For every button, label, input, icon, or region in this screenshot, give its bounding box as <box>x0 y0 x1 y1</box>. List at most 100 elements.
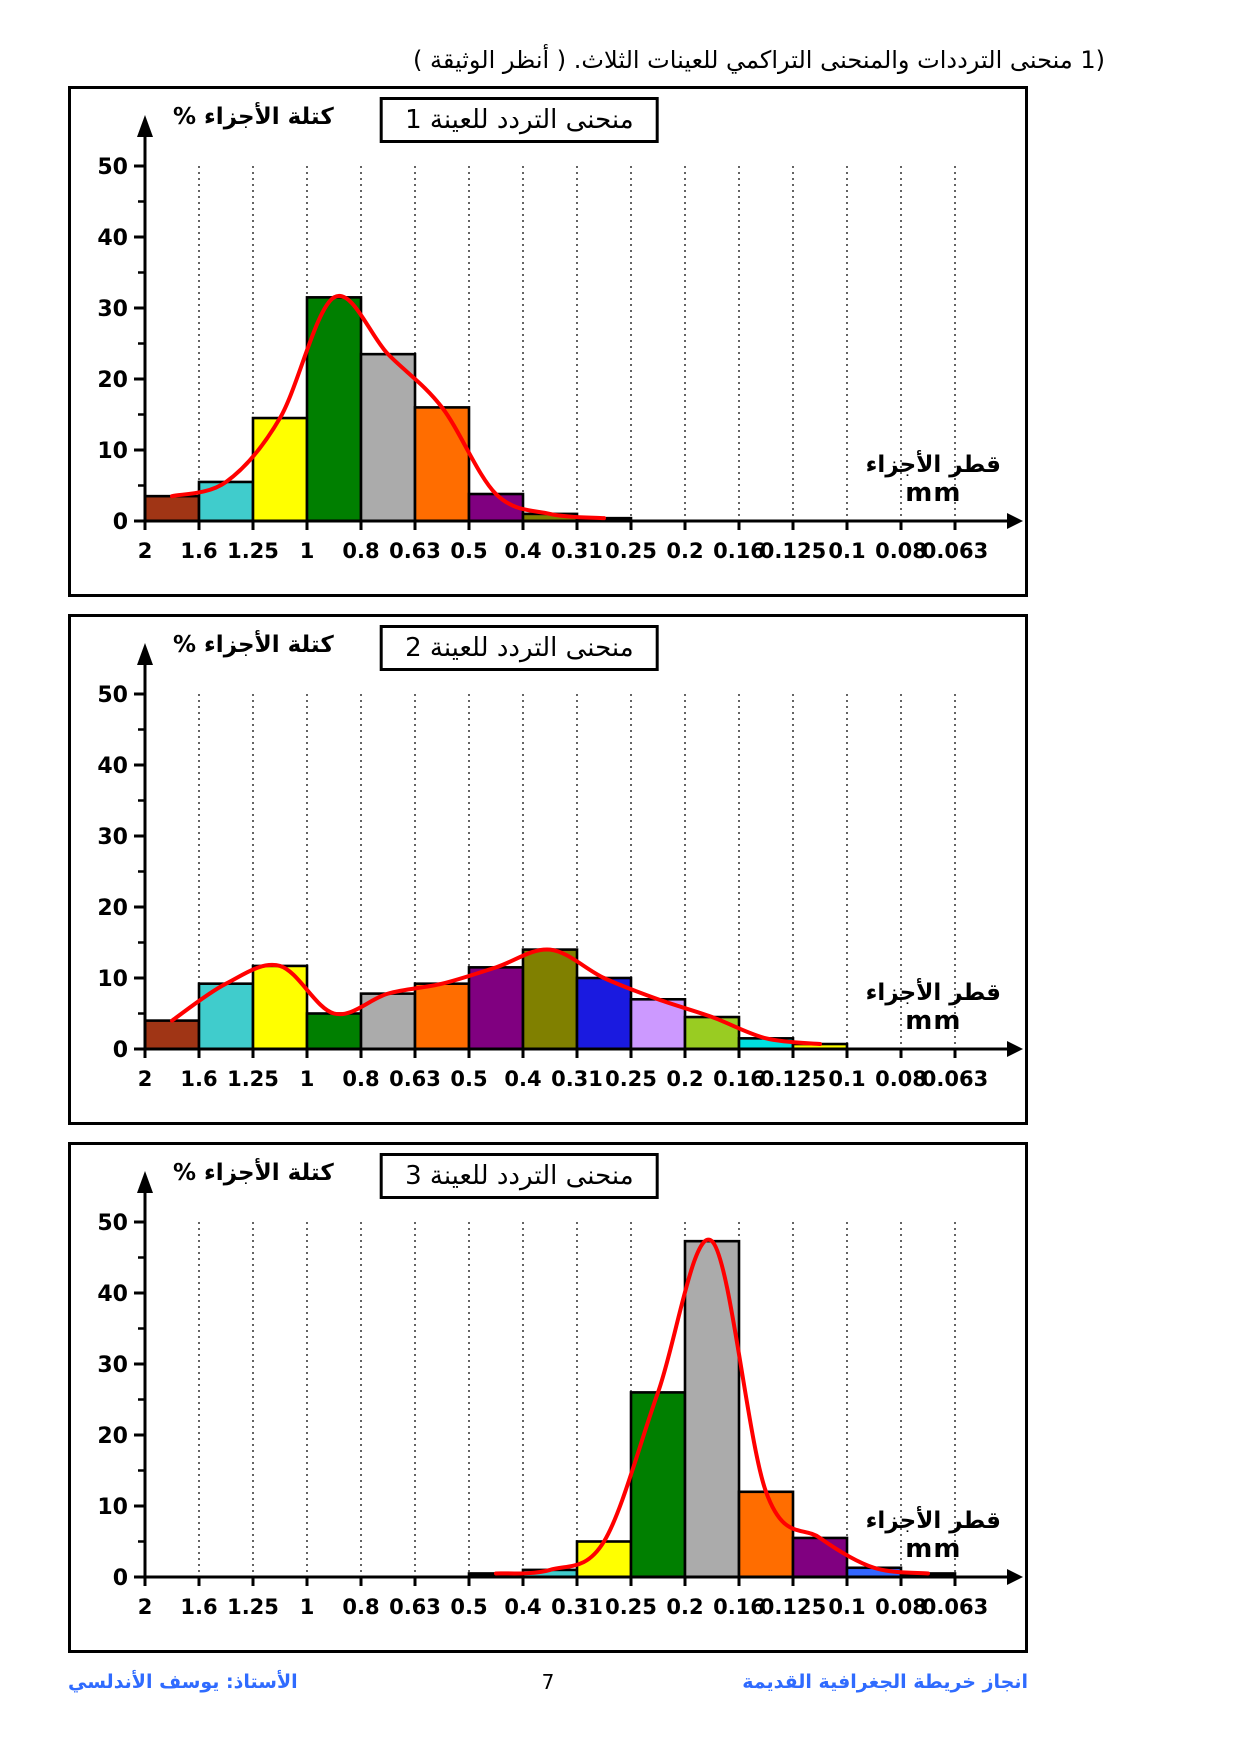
x-tick-label: 0.63 <box>389 1067 441 1091</box>
y-tick-label: 40 <box>97 754 128 779</box>
footer-author-text: الأستاذ: يوسف الأندلسي <box>68 1671 298 1693</box>
y-axis-arrow-icon <box>137 115 153 137</box>
y-axis-title: كتلة الأجزاء % <box>173 1160 334 1186</box>
y-tick-label: 40 <box>97 226 128 251</box>
x-tick-label: 2 <box>138 1595 153 1619</box>
histogram-bar <box>143 1019 201 1051</box>
x-tick-label: 1.6 <box>180 1067 217 1091</box>
y-tick-label: 20 <box>97 368 128 393</box>
x-tick-label: 0.31 <box>551 1067 603 1091</box>
x-tick-label: 0.125 <box>760 539 826 563</box>
x-tick-label: 0.1 <box>828 1067 865 1091</box>
histogram-bar <box>251 416 309 523</box>
y-tick-label: 40 <box>97 1282 128 1307</box>
y-tick-label: 30 <box>97 297 128 322</box>
y-axis-arrow-icon <box>137 1171 153 1193</box>
histogram-bar <box>197 480 255 523</box>
x-tick-label: 0.1 <box>828 539 865 563</box>
x-tick-label: 0.125 <box>760 1595 826 1619</box>
y-tick-label: 10 <box>97 1495 128 1520</box>
histogram-bar <box>791 1536 849 1579</box>
x-tick-label: 1.25 <box>227 1595 279 1619</box>
y-tick-label: 20 <box>97 1424 128 1449</box>
x-tick-label: 1 <box>300 539 315 563</box>
x-tick-label: 1 <box>300 1595 315 1619</box>
footer-lesson-text: انجاز خريطة الجغرافية القديمة <box>742 1671 1028 1693</box>
x-tick-label: 0.16 <box>713 539 765 563</box>
x-tick-label: 1 <box>300 1067 315 1091</box>
histogram-bar <box>359 352 417 523</box>
histogram-bars <box>467 1239 957 1579</box>
curve-group <box>170 947 822 1047</box>
x-tick-label: 0.125 <box>760 1067 826 1091</box>
x-tick-label: 0.2 <box>666 539 703 563</box>
histogram-bars <box>143 296 633 523</box>
x-axis-title-unit: mm <box>905 1006 962 1036</box>
y-axis-arrow-icon <box>137 643 153 665</box>
x-tick-label: 2 <box>138 1067 153 1091</box>
y-axis-title: كتلة الأجزاء % <box>173 632 334 658</box>
x-tick-label: 0.4 <box>504 1067 541 1091</box>
x-tick-label: 1.6 <box>180 1595 217 1619</box>
x-tick-label: 0.5 <box>450 1067 487 1091</box>
x-tick-label: 0.2 <box>666 1067 703 1091</box>
x-tick-label: 0.08 <box>875 1595 927 1619</box>
frequency-curve <box>170 293 606 521</box>
y-tick-label: 0 <box>113 510 128 535</box>
x-axis-title-arabic: قطر الأجزاء <box>865 980 1001 1006</box>
curve-group <box>170 293 606 521</box>
y-tick-label: 10 <box>97 439 128 464</box>
page-title-number: 1) <box>1080 46 1105 74</box>
histogram-bar <box>683 1015 741 1051</box>
chart-title: منحنى التردد للعينة 1 <box>380 97 659 143</box>
x-tick-label: 0.8 <box>342 539 379 563</box>
x-tick-label: 0.5 <box>450 1595 487 1619</box>
x-axis-title-unit: mm <box>905 1534 962 1564</box>
page-title: 1) منحنى الترددات والمنحنى التراكمي للعي… <box>0 0 1240 86</box>
gridlines <box>198 1222 956 1576</box>
chart-title: منحنى التردد للعينة 2 <box>380 625 659 671</box>
page-footer: الأستاذ: يوسف الأندلسي 7 انجاز خريطة الج… <box>68 1670 1028 1694</box>
x-tick-label: 0.8 <box>342 1595 379 1619</box>
x-tick-label: 0.4 <box>504 539 541 563</box>
histogram-bar <box>305 1012 363 1051</box>
x-axis-arrow-icon <box>1007 1041 1023 1057</box>
x-tick-label: 0.2 <box>666 1595 703 1619</box>
y-tick-label: 50 <box>97 1211 128 1236</box>
sample-1-frequency-chart: 0 10 20 30 40 50 2 1.6 1.25 1 0.8 0.63 0.5 0.4 0.31 0.2… <box>68 86 1028 597</box>
histogram-bar <box>143 494 201 523</box>
sample-2-frequency-chart: 0 10 20 30 40 50 2 1.6 1.25 1 0.8 0.63 0.5 0.4 0.31 0.2… <box>68 614 1028 1125</box>
y-tick-label: 10 <box>97 967 128 992</box>
histogram-bar <box>521 948 579 1051</box>
x-tick-label: 0.25 <box>605 1067 657 1091</box>
x-tick-label: 2 <box>138 539 153 563</box>
x-tick-label: 0.5 <box>450 539 487 563</box>
x-tick-label: 0.25 <box>605 1595 657 1619</box>
x-tick-label: 1.25 <box>227 539 279 563</box>
page-title-text: منحنى الترددات والمنحنى التراكمي للعينات… <box>412 46 1073 74</box>
x-tick-label: 0.16 <box>713 1595 765 1619</box>
histogram-bar <box>629 1391 687 1579</box>
x-tick-label: 0.1 <box>828 1595 865 1619</box>
x-tick-label: 0.063 <box>922 1067 988 1091</box>
histogram-bar <box>683 1239 741 1579</box>
frequency-curve <box>494 1237 930 1576</box>
x-tick-label: 0.08 <box>875 1067 927 1091</box>
x-axis-title-arabic: قطر الأجزاء <box>865 1508 1001 1534</box>
y-tick-label: 20 <box>97 896 128 921</box>
x-tick-label: 0.08 <box>875 539 927 563</box>
x-axis-title: قطر الأجزاء mm <box>866 980 1001 1036</box>
chart-title: منحنى التردد للعينة 3 <box>380 1153 659 1199</box>
x-tick-label: 0.63 <box>389 539 441 563</box>
histogram-bar <box>575 976 633 1051</box>
x-axis-arrow-icon <box>1007 1569 1023 1585</box>
histogram-bar <box>737 1490 795 1579</box>
curve-group <box>494 1237 930 1576</box>
y-tick-label: 0 <box>113 1038 128 1063</box>
y-tick-label: 50 <box>97 155 128 180</box>
